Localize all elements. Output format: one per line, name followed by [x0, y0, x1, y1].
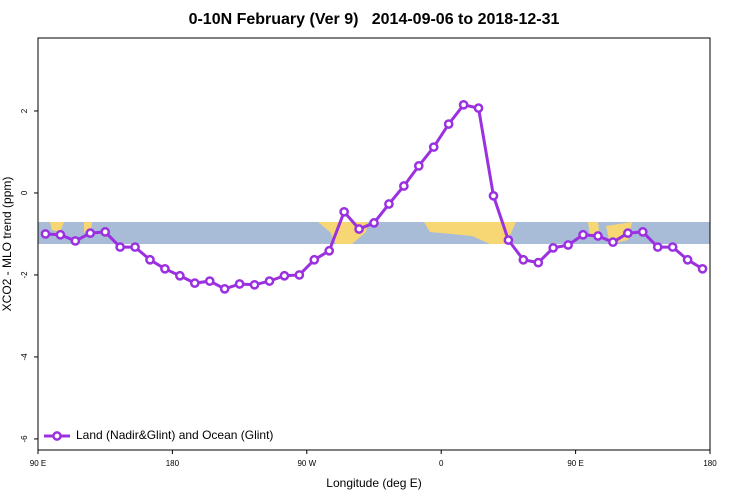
point [652, 242, 663, 252]
point [160, 263, 170, 274]
plot-frame [37, 37, 711, 451]
point [682, 254, 693, 265]
point [175, 270, 185, 281]
point [309, 254, 320, 265]
x-tick-label: 90 W [297, 459, 316, 468]
x-tick-label: 180 [166, 459, 180, 468]
x-tick-label: 0 [439, 459, 444, 468]
x-tick-label: 180 [703, 459, 717, 468]
point [369, 218, 379, 228]
point [458, 99, 469, 110]
point [413, 161, 424, 171]
point [115, 242, 125, 252]
point [399, 181, 409, 191]
point [637, 227, 648, 237]
point [264, 276, 275, 286]
legend-label: Land (Nadir&Glint) and Ocean (Glint) [76, 428, 273, 442]
x-tick-label: 90 E [567, 459, 583, 468]
point [204, 276, 215, 286]
point [249, 279, 260, 290]
y-tick-label: -4 [20, 353, 29, 361]
point [518, 254, 529, 265]
point [488, 190, 499, 201]
point [548, 243, 559, 253]
point [697, 263, 708, 274]
point [85, 228, 96, 238]
legend-marker [52, 431, 62, 441]
point [354, 224, 364, 234]
point [428, 142, 439, 152]
point [189, 278, 200, 289]
ocean-band [38, 222, 710, 244]
point [145, 254, 155, 265]
point [219, 284, 230, 294]
point [608, 237, 618, 248]
map-band [38, 222, 710, 244]
x-tick-label: 90 E [30, 459, 46, 468]
chart-title: 0-10N February (Ver 9) 2014-09-06 to 201… [189, 11, 560, 28]
point [324, 245, 335, 256]
y-tick-label: 0 [20, 190, 29, 195]
point [443, 119, 454, 129]
point [100, 227, 111, 237]
series-line [45, 103, 704, 291]
point [130, 242, 140, 252]
point [279, 270, 290, 281]
y-tick-label: 2 [20, 108, 29, 113]
x-axis-label: Longitude (deg E) [326, 476, 421, 490]
point [294, 270, 305, 280]
y-axis-label: XCO2 - MLO trend (ppm) [0, 177, 14, 312]
point [384, 199, 394, 209]
point [593, 231, 603, 241]
point [563, 240, 573, 250]
point [55, 229, 66, 240]
point [578, 229, 588, 240]
land [424, 222, 516, 244]
point [70, 236, 81, 246]
y-tick-label: -6 [20, 435, 29, 443]
point [667, 242, 678, 252]
point [473, 103, 484, 113]
point [533, 257, 544, 268]
y-tick-label: -2 [20, 271, 29, 279]
point [234, 279, 245, 289]
point [40, 229, 51, 239]
point [339, 206, 349, 217]
point [503, 235, 514, 245]
land [50, 222, 64, 232]
point [623, 228, 633, 238]
